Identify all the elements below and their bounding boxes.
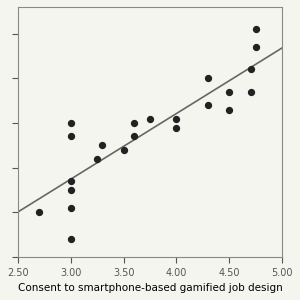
Point [68, 188, 73, 193]
Point [68, 206, 73, 210]
Point [206, 103, 211, 108]
Point [68, 237, 73, 242]
Point [95, 156, 100, 161]
Point [68, 121, 73, 125]
Point [132, 121, 136, 125]
Point [174, 116, 179, 121]
Point [68, 179, 73, 184]
Point [132, 134, 136, 139]
Point [148, 116, 152, 121]
Point [248, 89, 253, 94]
Point [227, 107, 232, 112]
Point [227, 89, 232, 94]
Point [121, 148, 126, 152]
Point [37, 210, 41, 215]
Point [254, 27, 258, 32]
Point [206, 76, 211, 81]
Point [254, 45, 258, 50]
X-axis label: Consent to smartphone-based gamified job design: Consent to smartphone-based gamified job… [18, 283, 282, 293]
Point [68, 134, 73, 139]
Point [100, 143, 105, 148]
Point [174, 125, 179, 130]
Point [248, 67, 253, 72]
